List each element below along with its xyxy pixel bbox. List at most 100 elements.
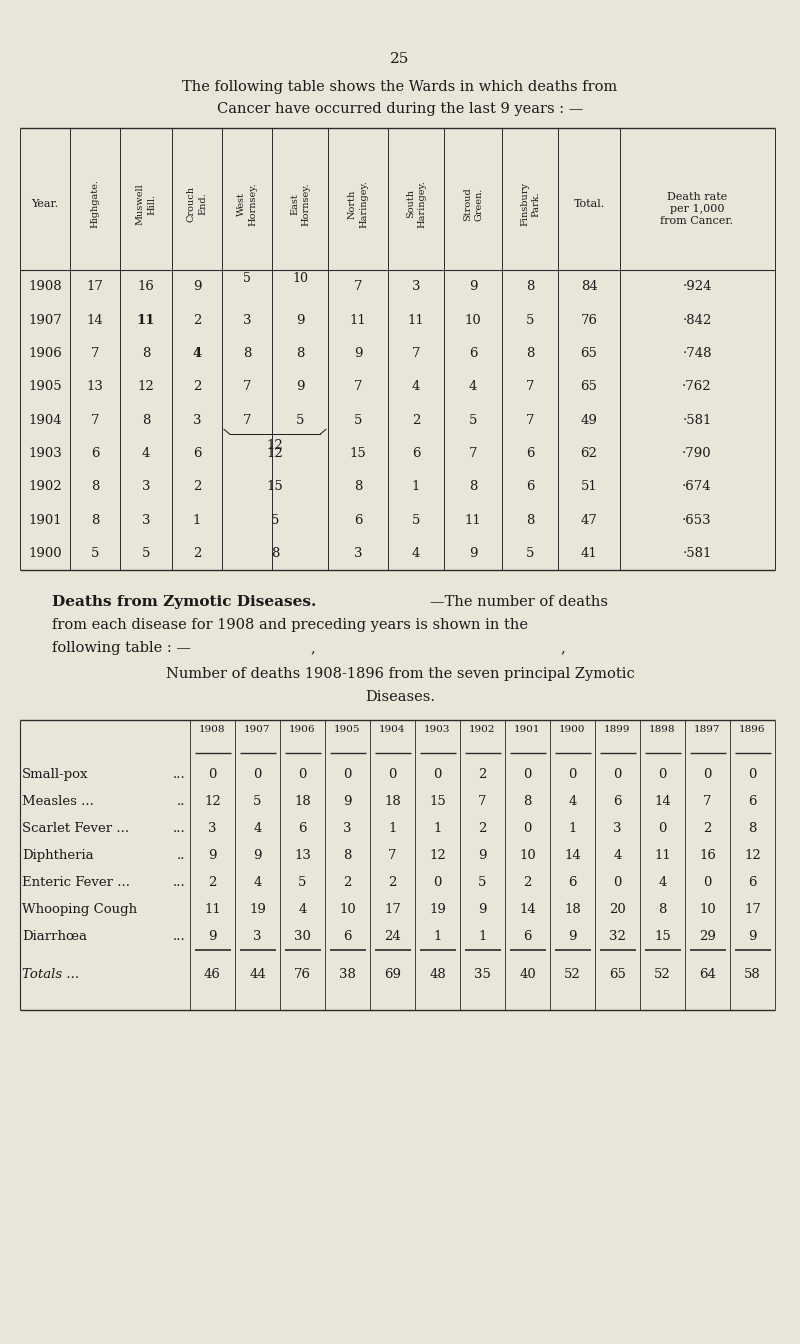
Text: ·653: ·653: [682, 513, 712, 527]
Text: 65: 65: [581, 347, 598, 360]
Text: 18: 18: [384, 796, 401, 808]
Text: 8: 8: [526, 347, 534, 360]
Text: 9: 9: [469, 547, 478, 560]
Text: 1: 1: [568, 823, 577, 835]
Text: 2: 2: [208, 876, 217, 888]
Text: 1906: 1906: [28, 347, 62, 360]
Text: 9: 9: [568, 930, 577, 943]
Text: 1901: 1901: [514, 724, 541, 734]
Text: following table : —: following table : —: [52, 641, 191, 655]
Text: 1: 1: [193, 513, 201, 527]
Text: Measles ...: Measles ...: [22, 796, 94, 808]
Text: 2: 2: [478, 823, 486, 835]
Text: ·748: ·748: [682, 347, 712, 360]
Text: 17: 17: [744, 903, 761, 917]
Text: 1906: 1906: [290, 724, 316, 734]
Text: 44: 44: [249, 969, 266, 981]
Text: 5: 5: [271, 513, 279, 527]
Text: 0: 0: [614, 767, 622, 781]
Text: 7: 7: [242, 414, 251, 426]
Text: 62: 62: [581, 446, 598, 460]
Text: 7: 7: [526, 380, 534, 394]
Text: 6: 6: [412, 446, 420, 460]
Text: 65: 65: [581, 380, 598, 394]
Text: 6: 6: [343, 930, 352, 943]
Text: 9: 9: [193, 280, 202, 293]
Text: 18: 18: [564, 903, 581, 917]
Text: Total.: Total.: [574, 199, 605, 210]
Text: 16: 16: [138, 280, 154, 293]
Text: Diseases.: Diseases.: [365, 689, 435, 704]
Text: 9: 9: [354, 347, 362, 360]
Text: 0: 0: [703, 767, 712, 781]
Text: 7: 7: [354, 380, 362, 394]
Text: 9: 9: [478, 903, 486, 917]
Text: 5: 5: [469, 414, 477, 426]
Text: 5: 5: [142, 547, 150, 560]
Text: ·762: ·762: [682, 380, 712, 394]
Text: 35: 35: [474, 969, 491, 981]
Text: 49: 49: [581, 414, 598, 426]
Text: ..: ..: [177, 849, 185, 862]
Text: 1896: 1896: [739, 724, 766, 734]
Text: 1902: 1902: [28, 480, 62, 493]
Text: 10: 10: [292, 273, 308, 285]
Text: Whooping Cough: Whooping Cough: [22, 903, 137, 917]
Text: 18: 18: [294, 796, 311, 808]
Text: 9: 9: [208, 849, 217, 862]
Text: 8: 8: [91, 480, 99, 493]
Text: 0: 0: [703, 876, 712, 888]
Text: ..: ..: [177, 796, 185, 808]
Text: 19: 19: [249, 903, 266, 917]
Text: Cancer have occurred during the last 9 years : —: Cancer have occurred during the last 9 y…: [217, 102, 583, 116]
Text: 9: 9: [478, 849, 486, 862]
Text: Deaths from Zymotic Diseases.: Deaths from Zymotic Diseases.: [52, 595, 316, 609]
Text: 1900: 1900: [559, 724, 586, 734]
Text: 9: 9: [343, 796, 352, 808]
Text: 4: 4: [254, 876, 262, 888]
Text: 6: 6: [298, 823, 306, 835]
Text: —The number of deaths: —The number of deaths: [430, 595, 608, 609]
Text: 3: 3: [242, 313, 251, 327]
Text: 0: 0: [343, 767, 352, 781]
Text: 9: 9: [748, 930, 757, 943]
Text: 17: 17: [86, 280, 103, 293]
Text: 5: 5: [412, 513, 420, 527]
Text: 9: 9: [296, 380, 304, 394]
Text: 16: 16: [699, 849, 716, 862]
Text: 5: 5: [354, 414, 362, 426]
Text: 1905: 1905: [334, 724, 361, 734]
Text: 8: 8: [658, 903, 666, 917]
Text: 11: 11: [465, 513, 482, 527]
Text: 15: 15: [429, 796, 446, 808]
Text: 7: 7: [526, 414, 534, 426]
Text: 12: 12: [138, 380, 154, 394]
Text: 4: 4: [658, 876, 666, 888]
Text: 0: 0: [254, 767, 262, 781]
Text: ·790: ·790: [682, 446, 712, 460]
Text: 24: 24: [384, 930, 401, 943]
Text: 11: 11: [408, 313, 424, 327]
Text: 6: 6: [614, 796, 622, 808]
Text: 17: 17: [384, 903, 401, 917]
Text: 6: 6: [469, 347, 478, 360]
Text: 2: 2: [193, 547, 201, 560]
Text: 3: 3: [614, 823, 622, 835]
Text: Diarrhœa: Diarrhœa: [22, 930, 87, 943]
Text: 3: 3: [142, 513, 150, 527]
Text: 12: 12: [266, 446, 283, 460]
Text: Crouch
End.: Crouch End.: [187, 185, 207, 222]
Text: 1902: 1902: [470, 724, 496, 734]
Text: 8: 8: [748, 823, 757, 835]
Text: 5: 5: [526, 547, 534, 560]
Text: 1908: 1908: [199, 724, 226, 734]
Text: 52: 52: [564, 969, 581, 981]
Text: 11: 11: [350, 313, 366, 327]
Text: 48: 48: [429, 969, 446, 981]
Text: ·842: ·842: [682, 313, 712, 327]
Text: 52: 52: [654, 969, 671, 981]
Text: 7: 7: [469, 446, 478, 460]
Text: Finsbury
Park.: Finsbury Park.: [520, 181, 540, 226]
Text: 0: 0: [434, 876, 442, 888]
Text: 3: 3: [193, 414, 202, 426]
